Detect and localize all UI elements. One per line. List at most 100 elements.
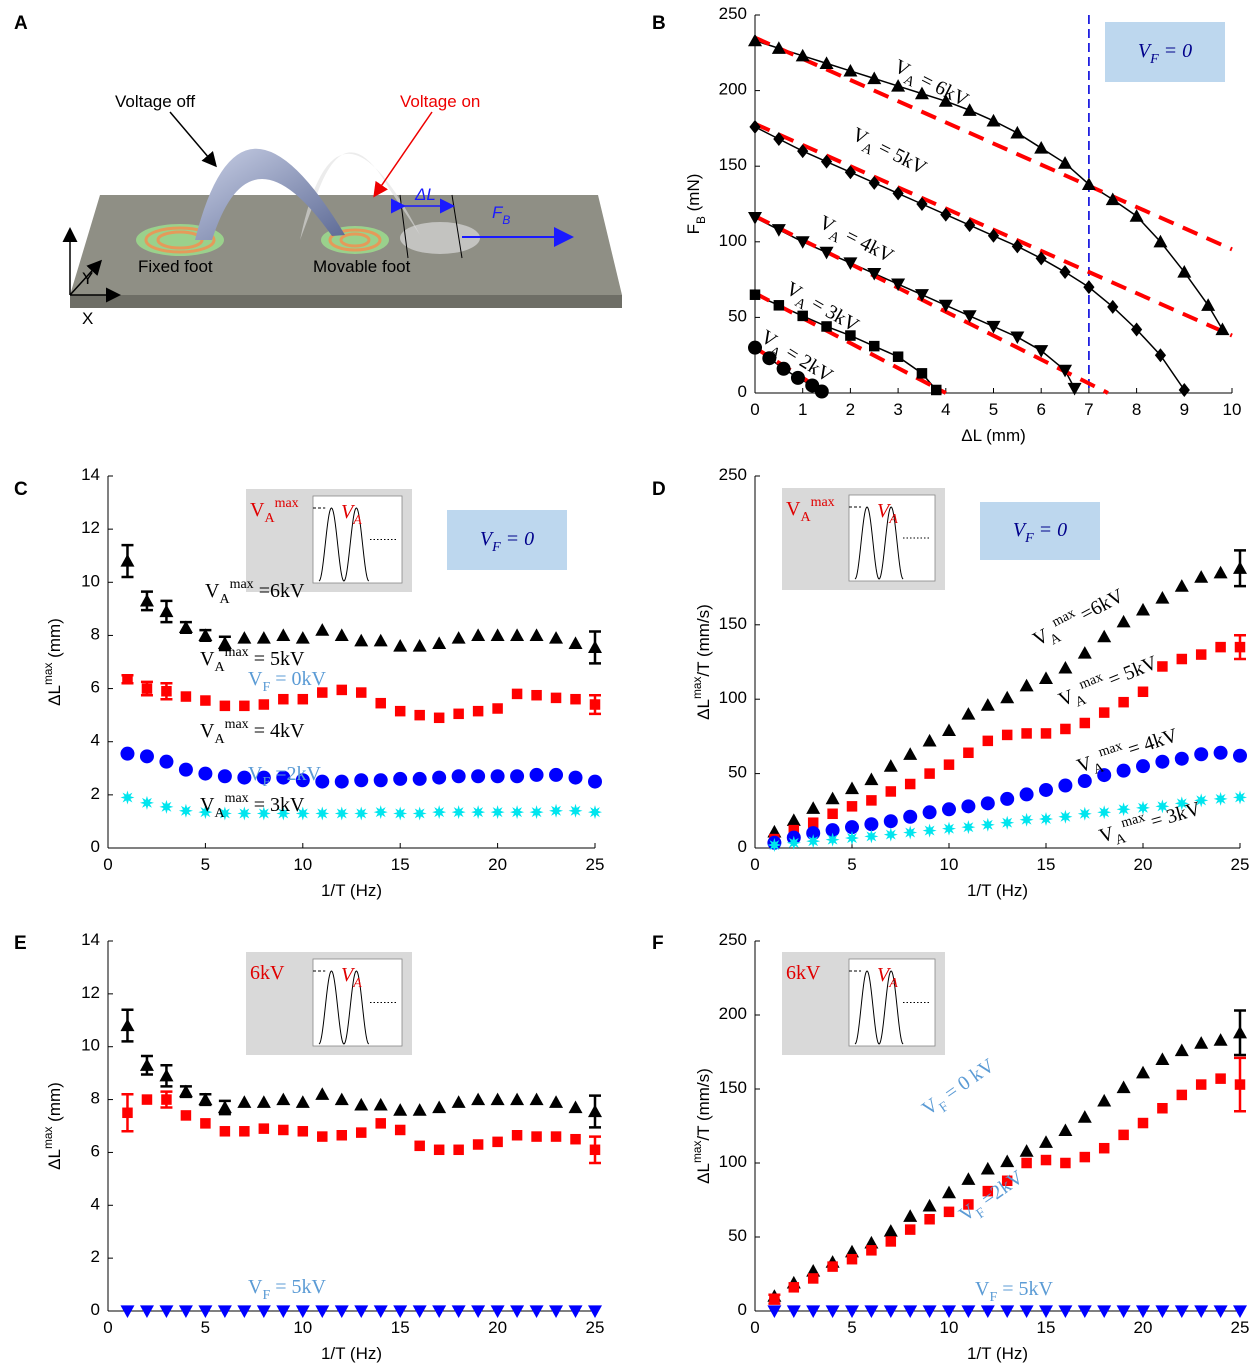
marker <box>1178 382 1190 397</box>
y-tick-label: 200 <box>719 1004 747 1023</box>
marker <box>1233 1025 1247 1039</box>
marker <box>198 805 213 820</box>
marker <box>237 770 252 785</box>
marker <box>568 1100 583 1114</box>
marker <box>866 1245 877 1256</box>
marker <box>568 636 583 649</box>
marker <box>1039 1305 1053 1318</box>
series-label: VAmax = 5kV <box>200 645 305 675</box>
marker <box>217 636 232 649</box>
marker <box>1157 661 1168 672</box>
marker <box>825 1305 840 1318</box>
marker <box>161 685 172 697</box>
marker <box>549 631 564 644</box>
marker <box>529 1305 544 1318</box>
marker <box>492 1136 503 1148</box>
marker <box>827 1261 838 1272</box>
marker <box>1039 671 1053 684</box>
marker <box>986 320 1001 334</box>
marker <box>980 817 995 832</box>
marker <box>749 289 761 300</box>
marker <box>219 700 231 712</box>
marker <box>825 791 840 805</box>
marker <box>568 770 583 785</box>
marker <box>1118 1129 1129 1141</box>
marker <box>510 805 525 820</box>
marker <box>961 1305 976 1318</box>
marker <box>492 703 503 714</box>
label: Voltage on <box>400 92 480 111</box>
marker <box>1118 696 1129 708</box>
marker <box>451 631 466 644</box>
marker <box>588 774 602 789</box>
marker <box>1116 1305 1131 1318</box>
marker <box>788 824 800 836</box>
marker <box>198 628 213 642</box>
marker <box>1097 1093 1112 1107</box>
marker <box>885 786 897 797</box>
y-tick-label: 50 <box>728 763 747 782</box>
marker <box>1233 748 1247 763</box>
marker <box>1213 565 1228 579</box>
marker <box>940 207 952 222</box>
marker <box>451 1095 466 1108</box>
y-tick-label: 8 <box>91 1089 100 1108</box>
x-tick-label: 3 <box>893 400 902 419</box>
inset-label: 6kV <box>786 962 821 984</box>
y-tick-label: 12 <box>81 519 100 538</box>
marker <box>393 806 408 821</box>
marker <box>748 33 762 47</box>
marker <box>844 165 856 180</box>
marker <box>864 772 879 786</box>
marker <box>531 689 542 701</box>
x-tick-label: 8 <box>1132 400 1141 419</box>
marker <box>1021 728 1032 739</box>
marker <box>1000 1305 1015 1318</box>
marker <box>748 340 762 355</box>
series-label: VF =2kV <box>248 763 322 790</box>
fit-line <box>754 214 1109 395</box>
marker <box>797 144 809 159</box>
y-tick-label: 6 <box>91 678 100 697</box>
marker <box>1233 561 1247 574</box>
marker <box>1176 653 1188 665</box>
marker <box>1155 591 1170 604</box>
marker <box>120 746 135 761</box>
series-label: VF = 0kV <box>248 668 327 695</box>
marker <box>1213 1033 1228 1046</box>
marker <box>903 825 918 840</box>
marker <box>1136 1065 1150 1079</box>
marker <box>1097 805 1112 820</box>
marker <box>963 747 974 759</box>
marker <box>845 330 856 341</box>
marker <box>943 1206 955 1218</box>
x-axis-label: 1/T (Hz) <box>321 881 382 900</box>
marker <box>883 759 898 772</box>
x-axis-label: 1/T (Hz) <box>967 1344 1028 1363</box>
y-tick-label: 8 <box>91 625 100 644</box>
marker <box>942 723 956 737</box>
marker <box>198 1305 213 1318</box>
marker <box>278 1124 289 1136</box>
marker <box>1194 747 1209 762</box>
y-tick-label: 6 <box>91 1142 100 1161</box>
marker <box>843 63 858 77</box>
marker <box>819 56 834 69</box>
series-label: VAmax = 4kV <box>200 717 305 747</box>
x-tick-label: 25 <box>1231 855 1250 874</box>
marker <box>914 86 929 100</box>
marker <box>237 1095 252 1108</box>
marker <box>748 212 762 225</box>
marker <box>904 778 916 790</box>
marker <box>568 803 583 818</box>
marker <box>237 806 252 821</box>
marker <box>820 154 833 169</box>
marker <box>1034 141 1049 154</box>
marker <box>961 1172 976 1185</box>
marker <box>219 1126 231 1137</box>
arrow <box>373 111 433 198</box>
ghost-arch <box>300 152 420 240</box>
series-line <box>754 39 1224 330</box>
marker <box>278 693 289 705</box>
y-tick-label: 14 <box>81 465 100 484</box>
